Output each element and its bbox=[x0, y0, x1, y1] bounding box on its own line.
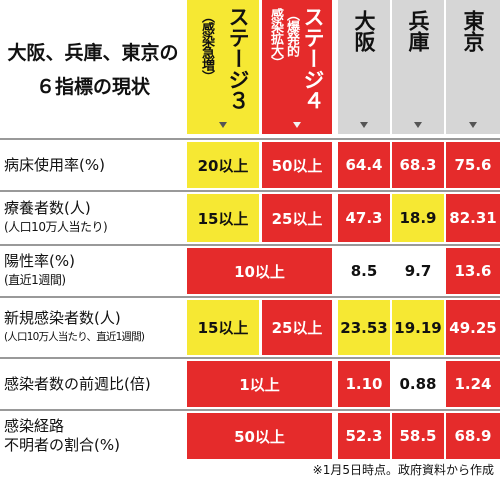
tokyo-label: 東京 bbox=[461, 10, 485, 52]
cell-tokyo: 75.6 bbox=[446, 142, 500, 188]
cell-osaka: 64.4 bbox=[338, 142, 390, 188]
tokyo-arrow-icon bbox=[469, 122, 477, 128]
stage3-label: ステージ３ bbox=[226, 6, 250, 111]
hyogo-label: 兵庫 bbox=[406, 10, 430, 52]
cell-tokyo: 82.31 bbox=[446, 194, 500, 242]
row-label-new-cases: 新規感染者数(人) (人口10万人当たり、直近1週間) bbox=[4, 308, 145, 343]
cell-stage4: 25以上 bbox=[262, 300, 332, 355]
row-label-positivity: 陽性率(%) (直近1週間) bbox=[4, 252, 75, 287]
header-tokyo: 東京 bbox=[446, 0, 500, 134]
cell-stage3: 15以上 bbox=[187, 194, 259, 242]
row-label-patients: 療養者数(人) (人口10万人当たり) bbox=[4, 199, 108, 234]
row-divider bbox=[0, 357, 500, 359]
row-divider bbox=[0, 138, 500, 140]
cell-tokyo: 13.6 bbox=[446, 248, 500, 294]
page-title: 大阪、兵庫、東京の ６指標の現状 bbox=[4, 36, 182, 104]
cell-hyogo: 19.19 bbox=[392, 300, 444, 355]
stage3-arrow-icon bbox=[219, 122, 227, 128]
row-divider bbox=[0, 244, 500, 246]
cell-hyogo: 68.3 bbox=[392, 142, 444, 188]
source-note: ※1月5日時点。政府資料から作成 bbox=[312, 463, 494, 477]
hyogo-arrow-icon bbox=[414, 122, 422, 128]
header-stage3: ステージ３ （感染急増） bbox=[187, 0, 259, 134]
cell-tokyo: 68.9 bbox=[446, 413, 500, 459]
cell-hyogo: 9.7 bbox=[392, 248, 444, 294]
stage4-arrow-icon bbox=[293, 122, 301, 128]
cell-stage-merged: 1以上 bbox=[187, 361, 332, 407]
cell-tokyo: 49.25 bbox=[446, 300, 500, 355]
row-label-bed-usage: 病床使用率(%) bbox=[4, 155, 105, 174]
cell-stage3: 15以上 bbox=[187, 300, 259, 355]
title-line-1: 大阪、兵庫、東京の bbox=[7, 42, 179, 64]
cell-osaka: 1.10 bbox=[338, 361, 390, 407]
cell-stage-merged: 10以上 bbox=[187, 248, 332, 294]
title-line-2: ６指標の現状 bbox=[35, 76, 150, 98]
cell-osaka: 47.3 bbox=[338, 194, 390, 242]
cell-stage3: 20以上 bbox=[187, 142, 259, 188]
osaka-arrow-icon bbox=[360, 122, 368, 128]
cell-hyogo: 58.5 bbox=[392, 413, 444, 459]
row-divider bbox=[0, 296, 500, 298]
stage4-sublabel-2: 感染拡大） bbox=[268, 8, 283, 68]
stage4-label: ステージ４ bbox=[301, 6, 325, 111]
stage3-sublabel: （感染急増） bbox=[199, 10, 214, 82]
osaka-label: 大阪 bbox=[352, 10, 376, 52]
header-hyogo: 兵庫 bbox=[392, 0, 444, 134]
cell-stage-merged: 50以上 bbox=[187, 413, 332, 459]
stage4-sublabel-1: （爆発的 bbox=[284, 8, 299, 56]
row-divider bbox=[0, 409, 500, 411]
cell-osaka: 8.5 bbox=[338, 248, 390, 294]
header-stage4: ステージ４ （爆発的 感染拡大） bbox=[262, 0, 332, 134]
cell-hyogo: 0.88 bbox=[392, 361, 444, 407]
cell-stage4: 25以上 bbox=[262, 194, 332, 242]
cell-osaka: 23.53 bbox=[338, 300, 390, 355]
row-label-weekly-ratio: 感染者数の前週比(倍) bbox=[4, 374, 151, 393]
cell-hyogo: 18.9 bbox=[392, 194, 444, 242]
row-label-unknown-route: 感染経路 不明者の割合(%) bbox=[4, 417, 120, 454]
header-osaka: 大阪 bbox=[338, 0, 390, 134]
row-divider bbox=[0, 190, 500, 192]
cell-osaka: 52.3 bbox=[338, 413, 390, 459]
cell-tokyo: 1.24 bbox=[446, 361, 500, 407]
cell-stage4: 50以上 bbox=[262, 142, 332, 188]
